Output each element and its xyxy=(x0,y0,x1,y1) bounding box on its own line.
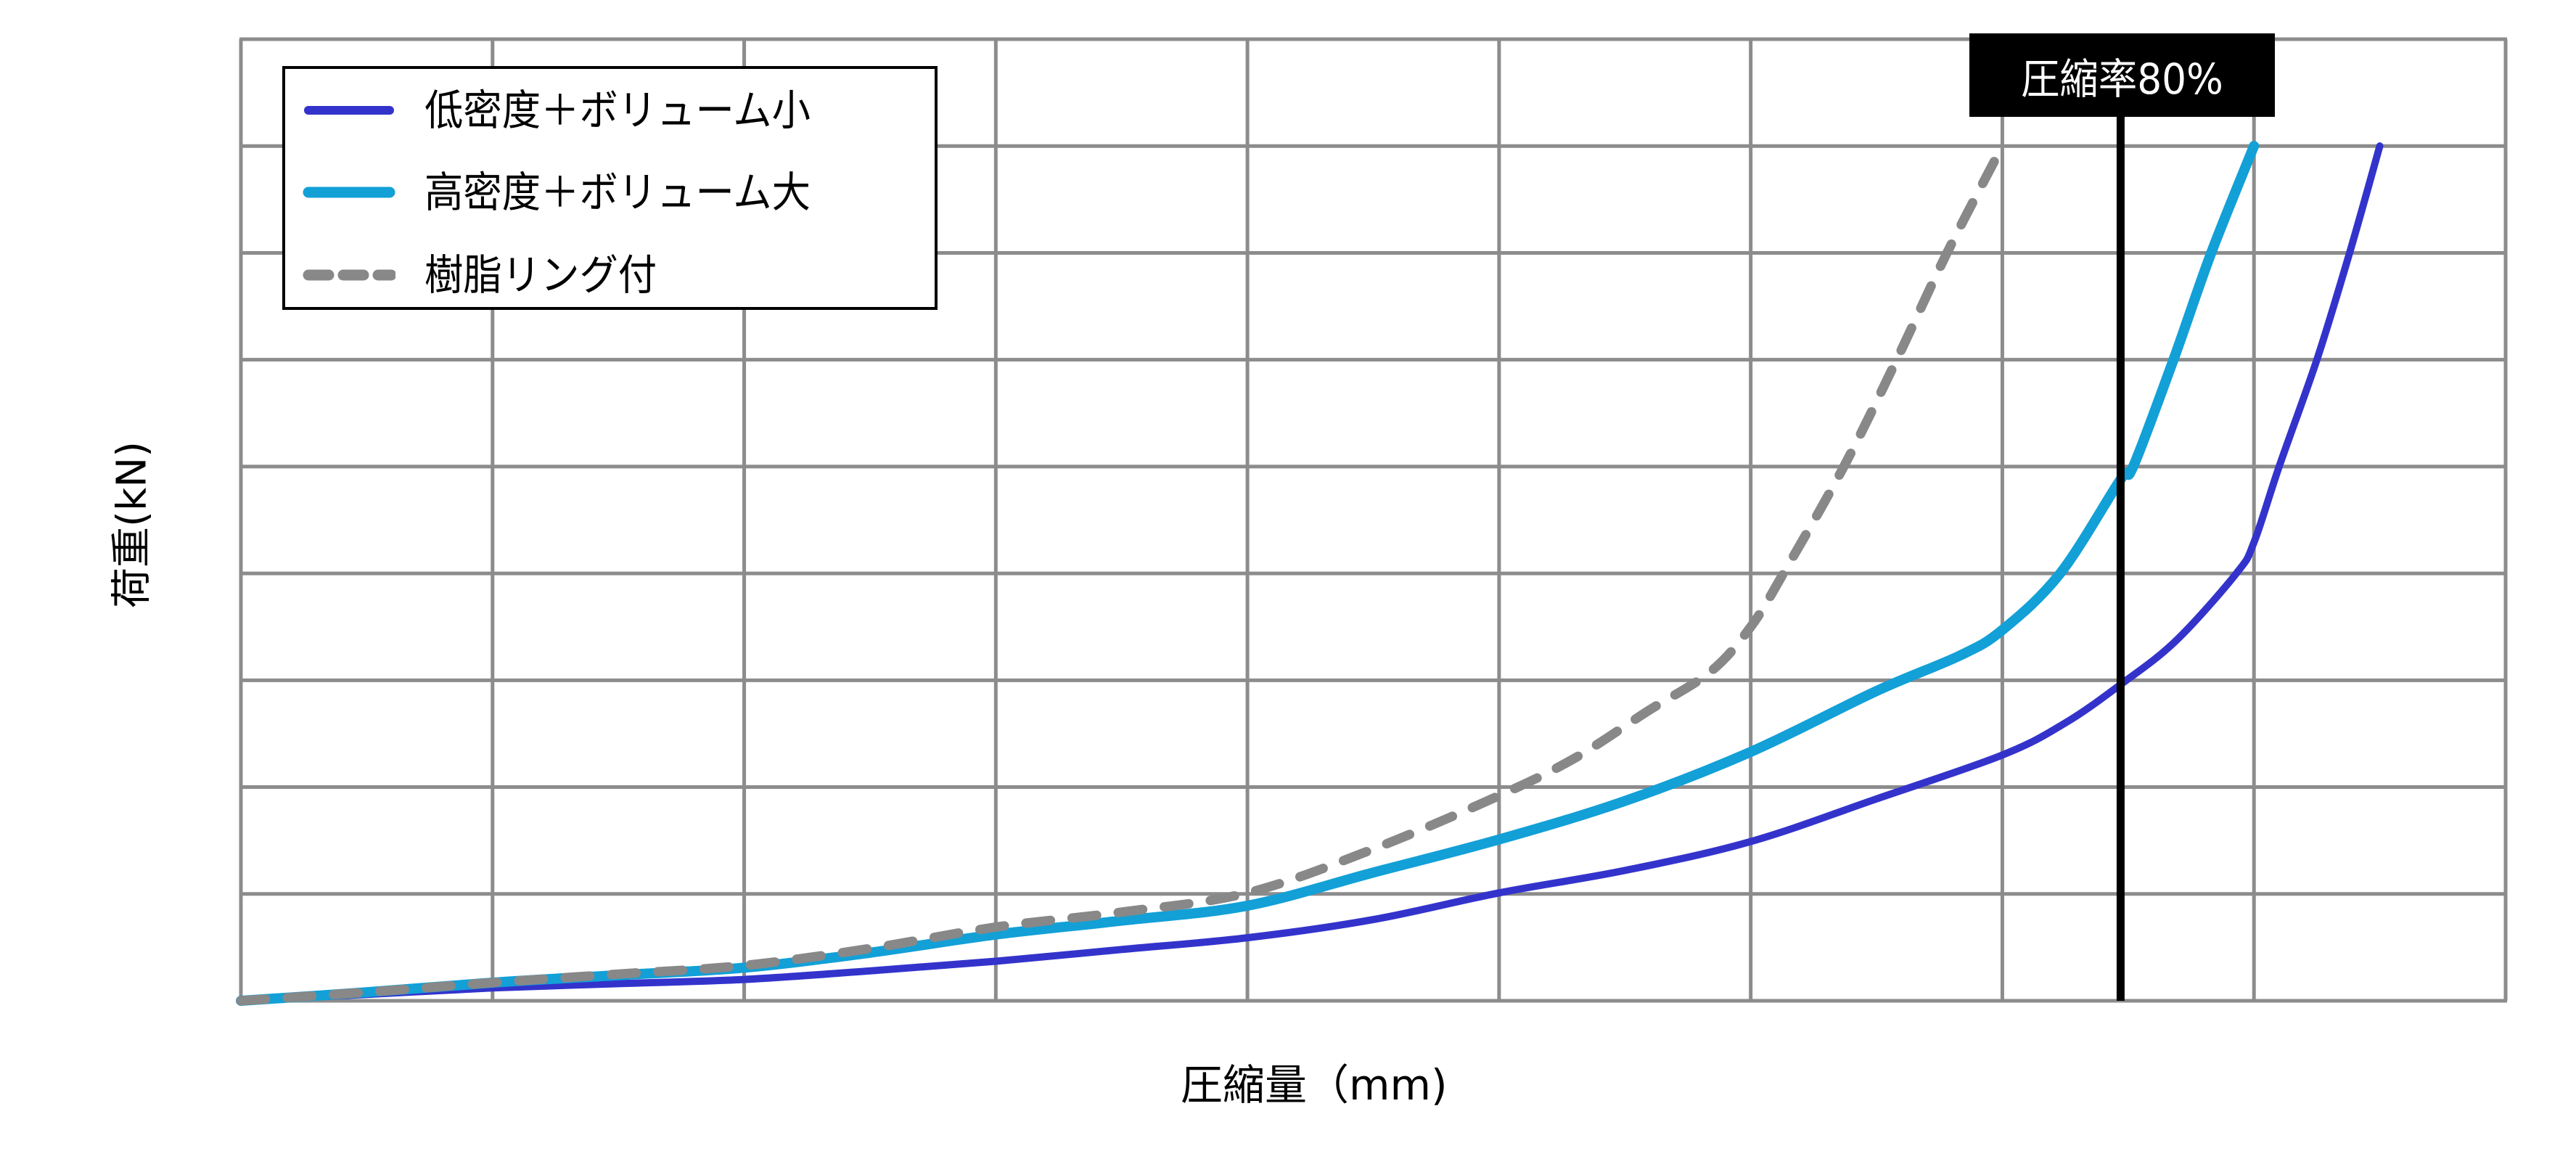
compression-80-percent-label: 圧縮率80% xyxy=(2021,54,2223,104)
legend-label-low-density: 低密度＋ボリューム小 xyxy=(424,86,811,135)
legend-label-resin-ring: 樹脂リング付 xyxy=(424,250,657,300)
legend-swatch-resin-ring xyxy=(303,269,395,281)
legend: 低密度＋ボリューム小 高密度＋ボリューム大 樹脂リング付 xyxy=(282,66,938,310)
y-axis-label: 荷重(kN) xyxy=(108,441,156,609)
x-axis-label: 圧縮量（mm) xyxy=(1181,1060,1448,1110)
series-low-density-line xyxy=(237,142,2384,1004)
legend-label-high-density: 高密度＋ボリューム大 xyxy=(424,168,811,217)
series-resin-ring-line xyxy=(236,141,2007,1006)
series-lines xyxy=(236,141,2384,1006)
legend-swatch-high-density xyxy=(303,187,395,198)
compression-80-percent-label-box: 圧縮率80% xyxy=(1969,33,2275,117)
legend-swatch-low-density xyxy=(304,106,394,115)
